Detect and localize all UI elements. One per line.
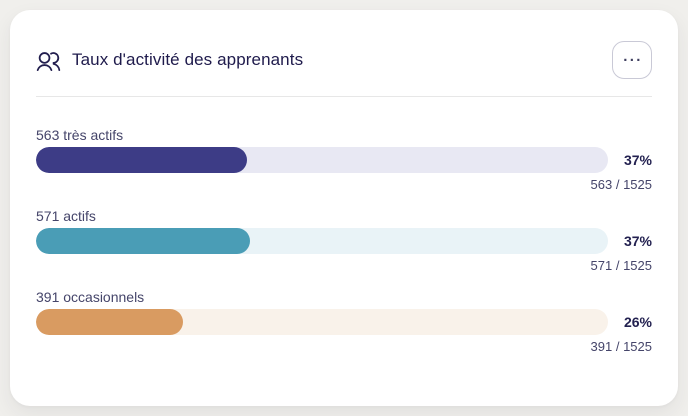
percent-label: 37% — [623, 152, 652, 168]
users-icon — [36, 51, 61, 72]
card-header: Taux d'activité des apprenants ··· — [36, 10, 652, 80]
bar-track — [36, 147, 608, 173]
page-title: Taux d'activité des apprenants — [72, 50, 304, 69]
activity-row-tres-actifs: 563 très actifs 37% 563 / 1525 — [36, 126, 652, 193]
ellipsis-icon: ··· — [623, 51, 643, 69]
bar-line: 26% — [36, 309, 652, 335]
fraction-label: 391 / 1525 — [590, 339, 652, 354]
bar-fill — [36, 147, 248, 173]
bar-track — [36, 228, 608, 254]
percent-label: 37% — [623, 233, 652, 249]
activity-row-occasionnels: 391 occasionnels 26% 391 / 1525 — [36, 288, 652, 355]
row-label: 563 très actifs — [36, 127, 124, 143]
fraction-label: 571 / 1525 — [590, 258, 652, 273]
fraction-label: 563 / 1525 — [590, 177, 652, 192]
bar-line: 37% — [36, 147, 652, 173]
more-options-button[interactable]: ··· — [612, 41, 652, 79]
row-label: 391 occasionnels — [36, 289, 145, 305]
row-label: 571 actifs — [36, 208, 96, 224]
activity-rate-card: Taux d'activité des apprenants ··· 563 t… — [10, 10, 678, 406]
bar-fill — [36, 228, 251, 254]
percent-label: 26% — [623, 314, 652, 330]
title-group: Taux d'activité des apprenants — [36, 49, 303, 72]
bar-fill — [36, 309, 183, 335]
bar-line: 37% — [36, 228, 652, 254]
activity-rows: 563 très actifs 37% 563 / 1525 571 actif… — [36, 126, 652, 355]
activity-row-actifs: 571 actifs 37% 571 / 1525 — [36, 207, 652, 274]
bar-track — [36, 309, 608, 335]
header-divider — [36, 96, 652, 97]
